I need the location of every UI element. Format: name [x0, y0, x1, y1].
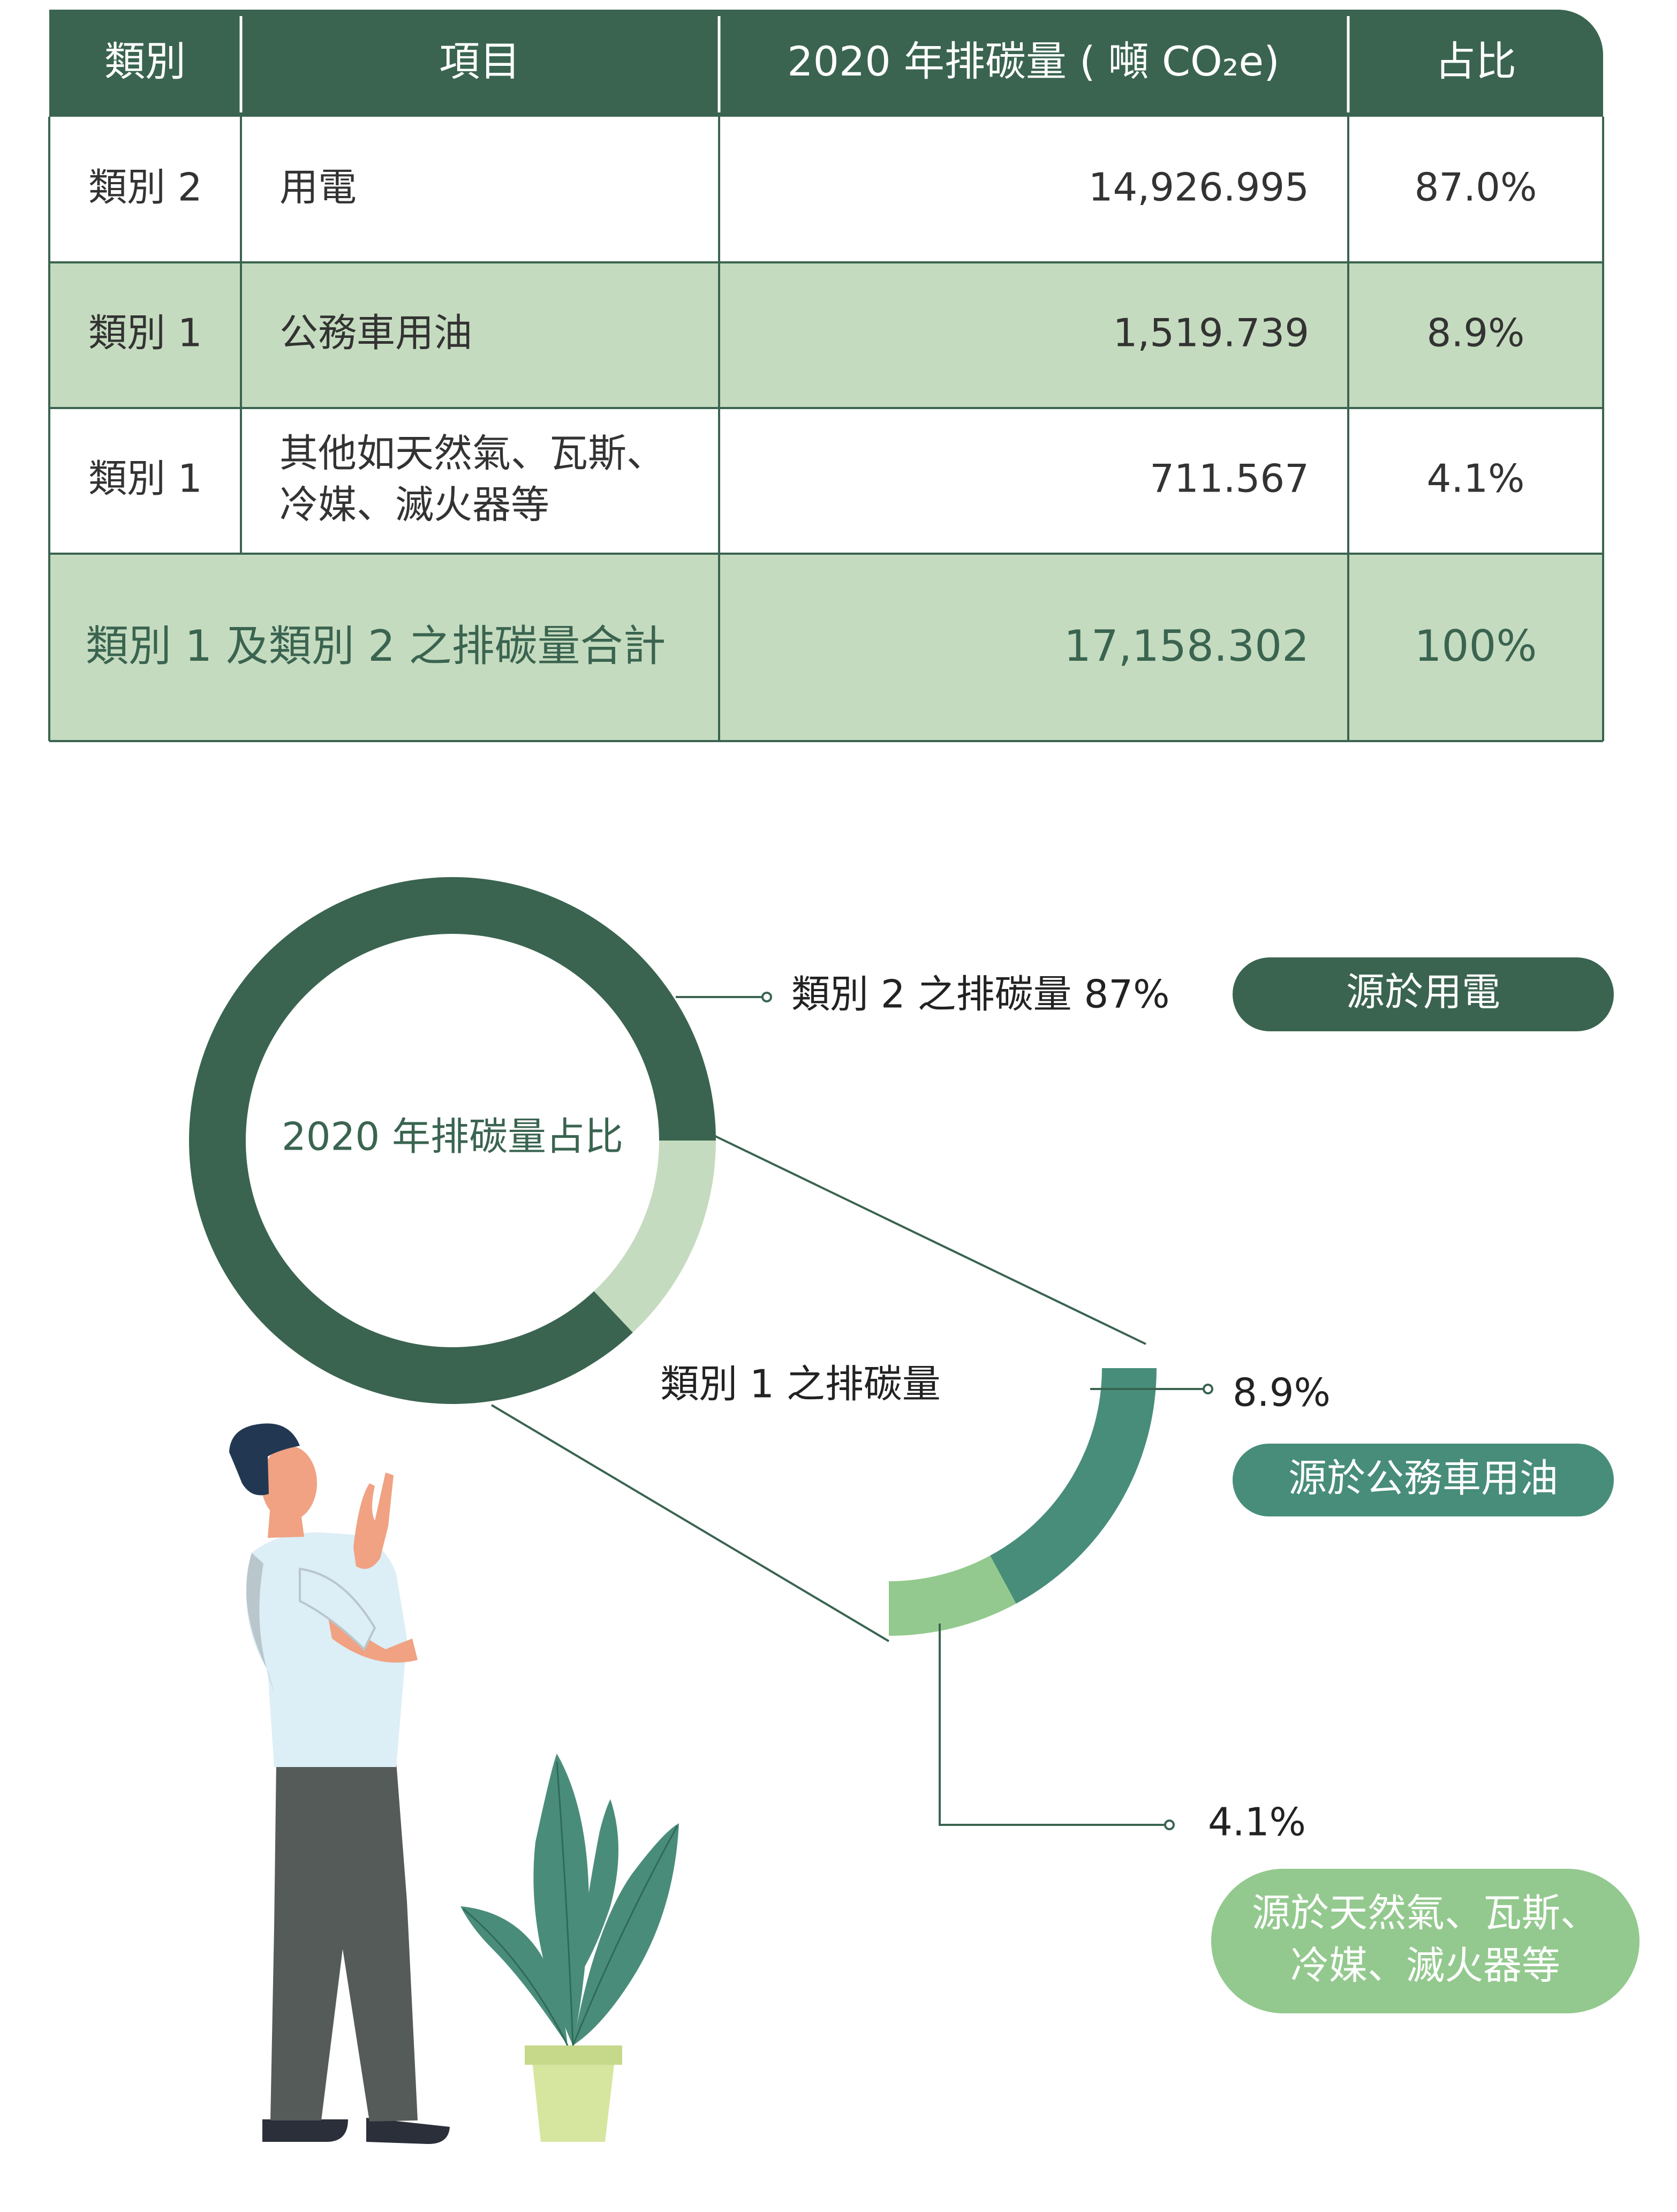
pot-rim: [525, 2045, 622, 2065]
row-category: 類別 1: [88, 456, 202, 501]
donut-slice-category-1: [594, 1141, 716, 1333]
category-1-breakdown-chart: [889, 1368, 1157, 1636]
source-electricity-text: 源於用電: [1346, 970, 1500, 1015]
total-value: 17,158.302: [1064, 621, 1309, 671]
leaf: [573, 1823, 679, 2045]
table-row: 類別 1 公務車用油 1,519.739 8.9%: [88, 311, 1524, 356]
raised-hand: [353, 1473, 394, 1569]
source-other-text-line-1: 源於天然氣、瓦斯、: [1252, 1891, 1599, 1936]
main-donut-chart: [188, 877, 716, 1404]
category-1-label: 類別 1 之排碳量: [660, 1362, 941, 1407]
row-item: 公務車用油: [280, 311, 472, 356]
row-item-line-2: 冷媒、滅火器等: [280, 482, 549, 527]
table-row-bg: [49, 408, 1603, 554]
row-share: 87.0%: [1415, 165, 1537, 210]
other-sources-callout: 4.1% 源於天然氣、瓦斯、 冷媒、滅火器等: [939, 1624, 1640, 2013]
leaf: [460, 1906, 568, 2045]
row-value: 1,519.739: [1113, 311, 1309, 356]
row-share: 4.1%: [1427, 456, 1525, 501]
explode-connectors: [490, 1134, 1146, 1642]
table-row: 類別 1 其他如天然氣、瓦斯、 冷媒、滅火器等 711.567 4.1%: [88, 431, 1524, 527]
total-label: 類別 1 及類別 2 之排碳量合計: [86, 621, 666, 671]
row-value: 14,926.995: [1089, 165, 1309, 210]
table-total-row: 類別 1 及類別 2 之排碳量合計 17,158.302 100%: [86, 621, 1537, 671]
row-item-line-1: 其他如天然氣、瓦斯、: [280, 431, 665, 476]
table-total-bg: [49, 554, 1603, 741]
right-shoe: [366, 2118, 450, 2144]
face: [261, 1446, 317, 1521]
shirt: [246, 1532, 407, 1767]
sleeve: [299, 1567, 376, 1651]
vehicle-fuel-share-label: 8.9%: [1233, 1370, 1331, 1415]
row-value: 711.567: [1150, 456, 1309, 501]
vehicle-fuel-callout: 8.9% 源於公務車用油: [1090, 1370, 1614, 1516]
sub-slice-vehicle-fuel: [990, 1368, 1157, 1604]
pants: [270, 1762, 418, 2122]
left-shoe: [262, 2119, 348, 2142]
table-header-item: 項目: [439, 37, 520, 85]
donut-center-title: 2020 年排碳量占比: [282, 1114, 623, 1159]
pot: [531, 2051, 616, 2142]
row-share: 8.9%: [1427, 311, 1525, 356]
person-illustration: [229, 1423, 450, 2144]
category-2-callout: 類別 2 之排碳量 87% 源於用電: [676, 957, 1614, 1031]
source-other-badge: [1211, 1869, 1640, 2013]
table-row-bg: [49, 262, 1603, 408]
table-header-category: 類別: [104, 37, 186, 85]
source-other-text-line-2: 冷媒、滅火器等: [1290, 1943, 1560, 1988]
total-share: 100%: [1415, 621, 1537, 671]
source-vehicle-fuel-badge: [1233, 1444, 1614, 1516]
category-2-label: 類別 2 之排碳量 87%: [791, 972, 1170, 1017]
row-category: 類別 1: [88, 311, 202, 356]
table-header-bg: [49, 10, 1603, 117]
plant-illustration: [460, 1754, 679, 2142]
arm: [321, 1580, 418, 1663]
sub-slice-other-sources: [889, 1556, 1016, 1636]
row-item: 用電: [280, 165, 357, 210]
source-vehicle-fuel-text: 源於公務車用油: [1288, 1456, 1558, 1501]
source-electricity-badge: [1233, 957, 1614, 1031]
table-header-emission: 2020 年排碳量 ( 噸 CO₂e): [787, 37, 1279, 85]
row-category: 類別 2: [88, 165, 202, 210]
leaf: [576, 1799, 618, 1981]
other-sources-share-label: 4.1%: [1208, 1800, 1306, 1845]
emission-table: 類別 項目 2020 年排碳量 ( 噸 CO₂e) 占比 類別 2 用電 14,…: [48, 10, 1604, 742]
shirt-shadow: [246, 1553, 274, 1692]
table-row: 類別 2 用電 14,926.995 87.0%: [88, 165, 1537, 210]
table-header-share: 占比: [1435, 37, 1516, 85]
hair: [229, 1423, 300, 1496]
table-row-bg: [49, 117, 1603, 262]
